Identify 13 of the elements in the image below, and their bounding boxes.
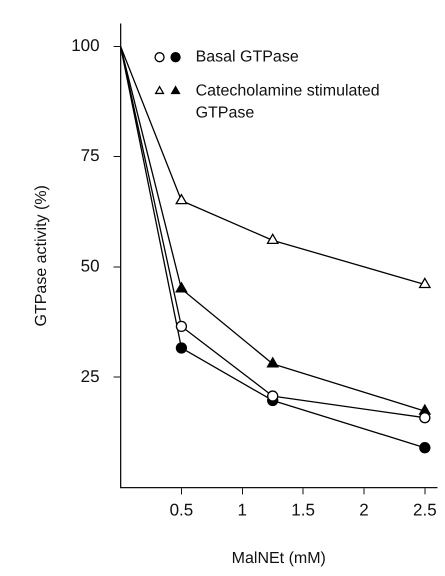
y-axis-title: GTPase activity (%) — [33, 185, 50, 326]
y-tick-label: 25 — [80, 366, 100, 386]
legend-label: Catecholamine stimulated GTPase — [196, 82, 380, 122]
y-tick-label: 50 — [80, 256, 100, 276]
x-tick-label: 2.5 — [413, 500, 437, 520]
x-tick-label: 1 — [238, 500, 248, 520]
x-tick-label: 0.5 — [170, 500, 194, 520]
y-tick-label: 100 — [71, 36, 100, 55]
x-axis-title: MalNEt (mM) — [232, 550, 326, 567]
y-tick-label: 75 — [80, 146, 100, 166]
x-tick-label: 2 — [359, 500, 369, 520]
x-tick-label: 1.5 — [291, 500, 315, 520]
legend-label: Basal GTPase — [196, 48, 299, 66]
